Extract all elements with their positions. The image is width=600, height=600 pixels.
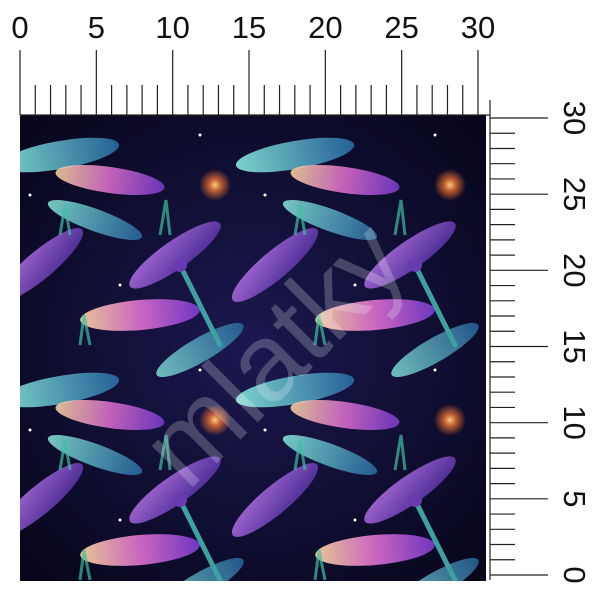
right-ruler-label: 25	[557, 177, 592, 211]
top-ruler-label: 5	[88, 10, 105, 45]
right-ruler-label: 5	[557, 490, 592, 507]
top-ruler-label: 25	[384, 10, 418, 45]
fabric-pattern	[20, 115, 486, 581]
rulers: 0 5 10 15 20 25 30 30 25 20 15 10 5 0	[11, 10, 591, 583]
top-ruler-label: 20	[308, 10, 342, 45]
right-ruler-label: 0	[557, 566, 592, 583]
top-ruler-label: 30	[461, 10, 495, 45]
top-ruler-label: 0	[11, 10, 28, 45]
top-ruler-label: 15	[232, 10, 266, 45]
top-ruler-label: 10	[155, 10, 189, 45]
right-ruler-label: 15	[557, 329, 592, 363]
right-ruler-label: 10	[557, 405, 592, 439]
right-ruler-label: 30	[557, 101, 592, 135]
right-ruler-label: 20	[557, 253, 592, 287]
